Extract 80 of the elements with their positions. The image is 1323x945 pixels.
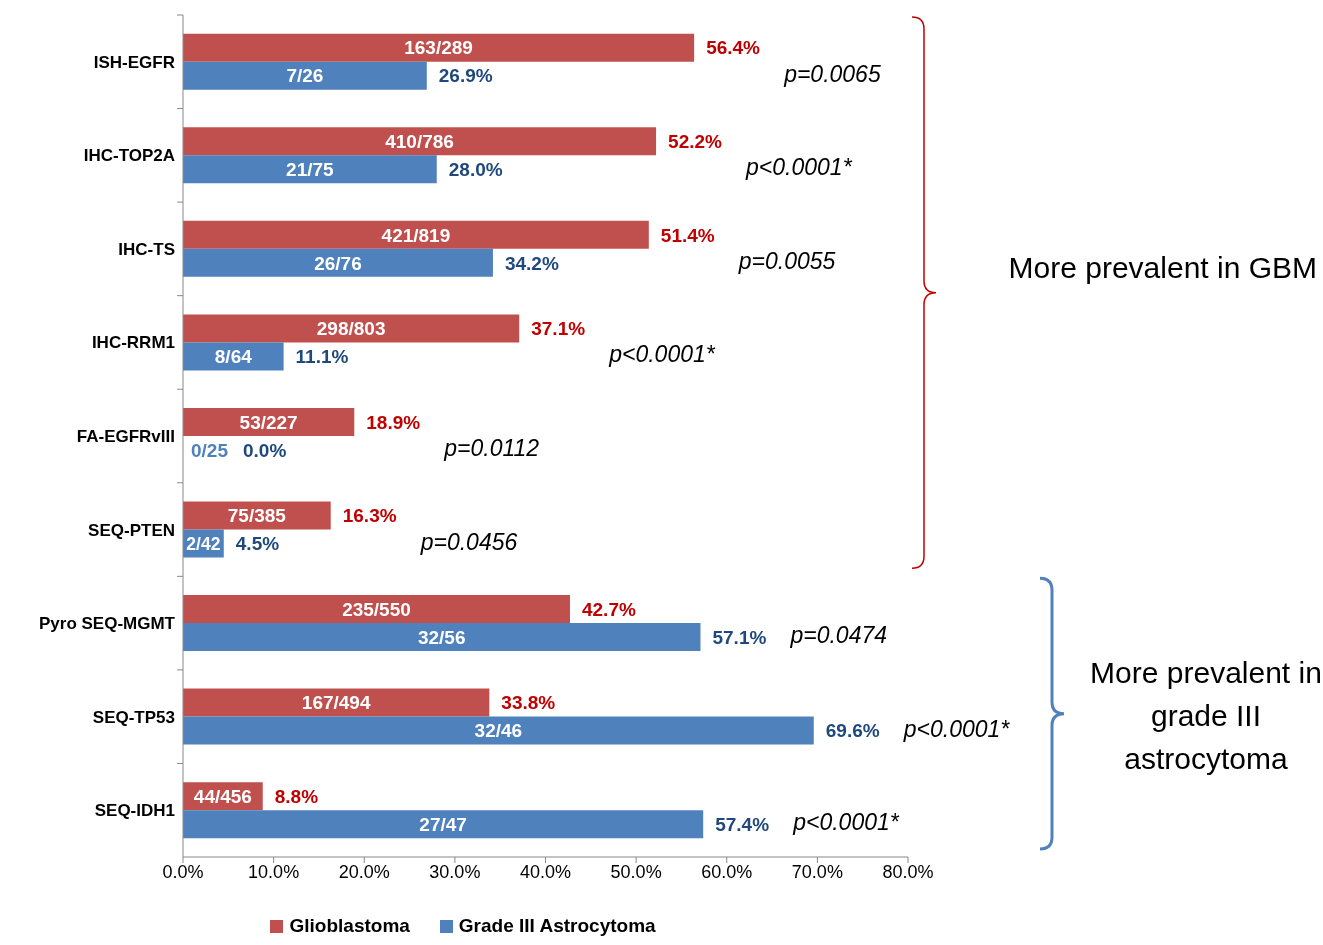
annotation: 26/76 <box>314 252 362 274</box>
data-label: 11.1% <box>295 346 349 368</box>
x-tick-label: 50.0% <box>610 861 662 882</box>
bar <box>183 248 493 277</box>
annotation: 44/456 <box>193 785 252 807</box>
bar <box>183 595 570 624</box>
data-label: 33.8% <box>501 692 556 714</box>
bar <box>183 716 814 745</box>
annotation: p=0.0065 <box>783 60 881 87</box>
annotation: p=0.0474 <box>789 622 888 649</box>
y-tick-label: IHC-TOP2A <box>83 146 175 166</box>
y-tick-label: SEQ-TP53 <box>92 707 175 727</box>
annotation: 8/64 <box>214 346 253 368</box>
bar <box>183 314 520 343</box>
annotation: 410/786 <box>385 130 454 152</box>
text: More prevalent in grade III astrocytoma <box>1089 654 1323 777</box>
annotation: 21/75 <box>286 159 335 181</box>
annotation: 298/803 <box>316 318 386 340</box>
annotation: 2/42 <box>186 533 221 554</box>
annotation: 27/47 <box>419 813 467 835</box>
annotation: p<0.0001* <box>902 715 1011 742</box>
data-label: 8.8% <box>274 785 319 807</box>
bar <box>183 810 704 839</box>
annotation: 0/25 <box>191 439 229 461</box>
data-label: 37.1% <box>531 318 586 340</box>
y-tick-label: SEQ-IDH1 <box>94 801 175 821</box>
bar <box>183 688 490 717</box>
bar <box>183 155 437 184</box>
y-tick-label: Pyro SEQ-MGMT <box>38 614 176 634</box>
y-tick-label: IHC-TS <box>118 239 175 259</box>
y-tick-label: IHC-RRM1 <box>91 333 175 353</box>
bar <box>183 33 695 62</box>
data-label: 0.0% <box>243 439 287 461</box>
legend-label: Glioblastoma <box>288 915 410 937</box>
data-label: 69.6% <box>825 720 880 742</box>
data-label: 52.2% <box>668 130 723 152</box>
y-tick-label: ISH-EGFR <box>93 52 175 72</box>
bar <box>183 61 427 90</box>
annotation: p<0.0001* <box>608 341 716 368</box>
bar <box>183 220 649 249</box>
legend-label: Grade III Astrocytoma <box>457 915 656 937</box>
data-label: 4.5% <box>235 533 280 555</box>
x-tick-label: 70.0% <box>791 861 843 882</box>
x-tick-label: 40.0% <box>519 861 572 882</box>
annotation: 7/26 <box>286 65 324 87</box>
y-tick-label: FA-EGFRvIII <box>76 427 175 447</box>
annotation: p=0.0112 <box>443 435 540 462</box>
annotation: 53/227 <box>239 411 298 433</box>
x-tick-label: 10.0% <box>248 861 300 882</box>
annotation: 32/46 <box>474 720 523 742</box>
annotation: p<0.0001* <box>792 809 900 836</box>
annotation: p=0.0456 <box>419 528 518 555</box>
x-tick-label: 0.0% <box>162 861 204 882</box>
annotation: 32/56 <box>417 626 466 648</box>
x-tick-label: 80.0% <box>882 861 934 882</box>
data-label: 51.4% <box>660 224 715 246</box>
data-label: 34.2% <box>504 252 559 274</box>
data-label: 56.4% <box>706 37 761 59</box>
annotation: 421/819 <box>381 224 451 246</box>
x-tick-label: 30.0% <box>429 861 481 882</box>
bar <box>183 407 355 436</box>
data-label: 57.1% <box>712 626 767 648</box>
text: More prevalent in GBM <box>1008 249 1317 286</box>
annotation: 163/289 <box>404 37 473 59</box>
data-label: 28.0% <box>448 159 503 181</box>
x-tick-label: 20.0% <box>338 861 390 882</box>
data-label: 57.4% <box>715 813 770 835</box>
annotation: p<0.0001* <box>745 154 853 181</box>
bar <box>183 623 701 652</box>
annotation: 75/385 <box>227 505 287 527</box>
x-tick-label: 60.0% <box>701 861 753 882</box>
annotation: 167/494 <box>301 692 371 714</box>
bar <box>183 127 657 156</box>
data-label: 16.3% <box>342 505 397 527</box>
data-label: 42.7% <box>581 598 636 620</box>
data-label: 18.9% <box>366 411 421 433</box>
annotation: 235/550 <box>342 598 411 620</box>
annotation: p=0.0055 <box>737 247 836 274</box>
data-label: 26.9% <box>438 65 493 87</box>
y-tick-label: SEQ-PTEN <box>88 520 175 540</box>
